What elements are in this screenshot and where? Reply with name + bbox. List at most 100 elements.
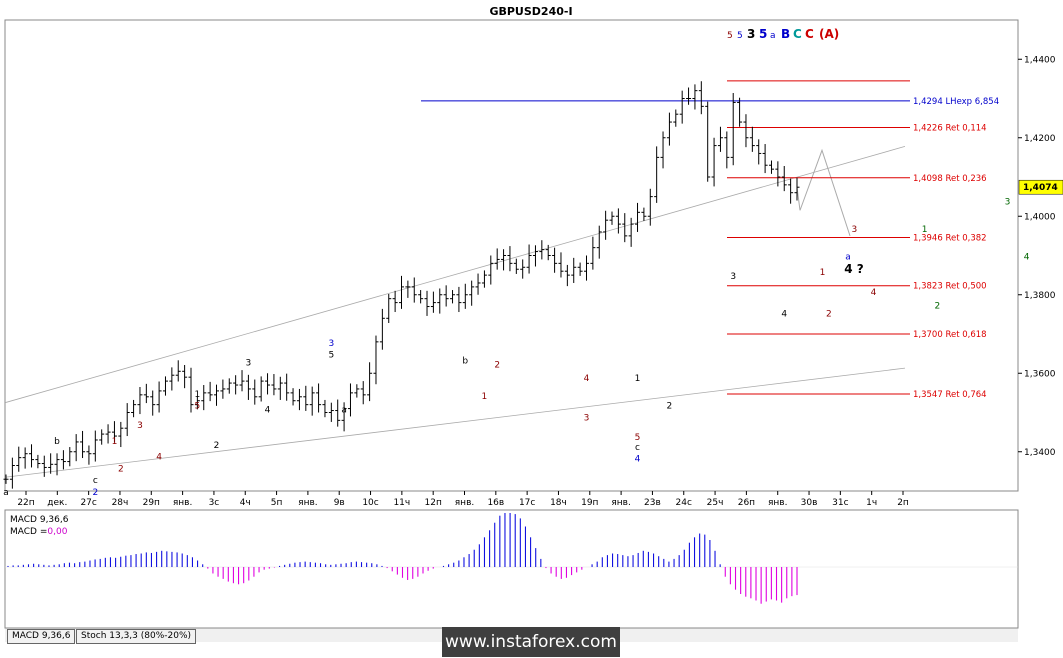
price-bar	[296, 388, 302, 411]
price-bar	[615, 208, 621, 234]
price-bar	[405, 280, 411, 298]
price-bar	[794, 177, 800, 201]
x-tick-label: 19п	[581, 498, 598, 508]
projection-path	[796, 148, 851, 237]
x-tick-label: 27с	[80, 498, 96, 508]
wave-label: b	[462, 356, 468, 366]
price-bar	[577, 262, 583, 276]
price-bar	[609, 211, 615, 225]
price-bar	[469, 280, 475, 306]
wave-label: 1	[482, 392, 488, 402]
x-tick-label: 30в	[801, 498, 818, 508]
x-tick-label: 22п	[17, 498, 34, 508]
wave-label: 4	[871, 288, 877, 298]
price-bar	[316, 383, 322, 413]
wave-label: 2	[214, 441, 220, 451]
price-bar	[430, 291, 436, 313]
price-bar	[290, 388, 296, 406]
price-bar	[9, 457, 15, 489]
price-bar	[532, 245, 538, 267]
candles-group	[3, 81, 800, 489]
price-bar	[724, 131, 730, 169]
x-tick-label: 16в	[487, 498, 504, 508]
wave-label: a	[3, 488, 9, 498]
price-bar	[462, 283, 468, 309]
price-bar	[437, 288, 443, 314]
price-bar	[60, 450, 66, 470]
level-label: 1,3823 Ret 0,500	[913, 282, 987, 292]
price-bar	[309, 386, 315, 416]
price-bar	[513, 258, 519, 274]
wave-label: 1	[635, 374, 641, 384]
y-tick-label: 1,4000	[1024, 212, 1056, 222]
price-bar	[182, 365, 188, 389]
tab-macd[interactable]: MACD 9,36,6	[7, 629, 76, 644]
price-bar	[781, 166, 787, 192]
price-bar	[239, 370, 245, 392]
x-tick-label: 25ч	[707, 498, 724, 508]
wave-label: 2	[934, 301, 940, 311]
trend-line	[4, 146, 906, 404]
price-bar	[143, 383, 149, 404]
chart-title: GBPUSD240-I	[489, 5, 572, 18]
x-tick-label: 12п	[425, 498, 442, 508]
price-bar	[169, 367, 175, 391]
price-bar	[526, 244, 532, 274]
x-tick-label: 18ч	[550, 498, 567, 508]
wave-label: 3	[137, 421, 143, 431]
tab-stoch[interactable]: Stoch 13,3,3 (80%-20%)	[76, 629, 197, 644]
price-bar	[596, 225, 602, 259]
x-tick-label: янв.	[768, 498, 787, 508]
y-tick-label: 1,3400	[1024, 448, 1056, 458]
wave-label: 5	[328, 351, 334, 361]
wave-label: c	[93, 476, 98, 486]
price-bar	[392, 290, 398, 313]
x-tick-label: 23в	[644, 498, 661, 508]
price-bar	[360, 381, 366, 405]
wave-label: 4	[584, 374, 590, 384]
price-bar	[628, 217, 634, 247]
price-bar	[418, 290, 424, 304]
price-bar	[347, 383, 353, 417]
price-bar	[162, 376, 168, 396]
wave-label: 1	[195, 390, 201, 400]
price-bar	[124, 403, 130, 437]
price-bar	[137, 386, 143, 415]
price-bar	[481, 270, 487, 288]
price-bar	[571, 257, 577, 283]
price-bar	[679, 90, 685, 124]
price-bar	[654, 146, 660, 203]
price-bar	[54, 453, 60, 476]
top-wave-label: 3	[747, 27, 755, 41]
top-wave-label: 5	[737, 31, 743, 41]
top-wave-label: C	[793, 27, 802, 41]
top-wave-label: 5	[759, 27, 767, 41]
price-bar	[494, 248, 500, 270]
wave-label: 4	[156, 453, 162, 463]
price-bar	[367, 362, 373, 402]
wave-label: 4	[635, 455, 641, 465]
price-bar	[73, 434, 79, 462]
price-bar	[29, 444, 35, 468]
top-wave-label: B	[781, 27, 790, 41]
price-bar	[194, 396, 200, 410]
price-bar	[756, 139, 762, 165]
price-bar	[698, 81, 704, 115]
price-bar	[564, 264, 570, 287]
wave-label: c	[635, 443, 640, 453]
price-bar	[399, 275, 404, 309]
price-bar	[265, 373, 271, 395]
price-bar	[692, 84, 698, 110]
price-bar	[35, 454, 41, 469]
price-bar	[86, 445, 92, 465]
price-bar	[150, 390, 156, 416]
x-tick-label: 28ч	[112, 498, 129, 508]
forecast-wave-label: 4 ?	[844, 262, 864, 276]
price-bar	[635, 202, 641, 232]
wave-label: 4	[265, 406, 271, 416]
macd-label: MACD 9,36,6	[10, 515, 69, 525]
price-bar	[16, 446, 22, 472]
price-bar	[22, 447, 28, 469]
price-bar	[443, 285, 449, 307]
price-bar	[647, 188, 653, 226]
